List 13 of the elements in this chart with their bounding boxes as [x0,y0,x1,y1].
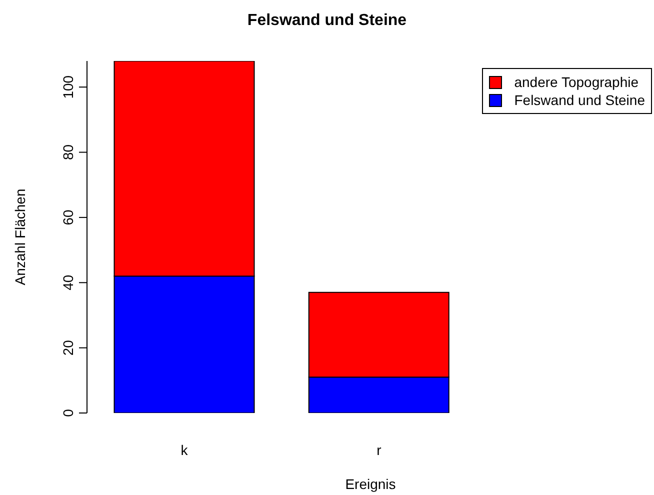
y-tick-label: 0 [60,408,76,417]
y-tick-label: 20 [60,340,76,356]
y-tick-label: 60 [60,209,76,226]
y-tick-label: 80 [60,144,76,160]
legend-label: andere Topographie [514,73,639,91]
x-axis-title: Ereignis [344,476,397,492]
x-tick-label: k [180,442,189,458]
y-tick-label: 100 [60,75,76,99]
chart-title: Felswand und Steine [246,12,408,30]
legend-label: Felswand und Steine [514,91,645,109]
y-tick-label: 40 [60,274,76,290]
y-axis-title: Anzahl Flächen [12,188,28,286]
x-tick-label: r [376,442,382,458]
